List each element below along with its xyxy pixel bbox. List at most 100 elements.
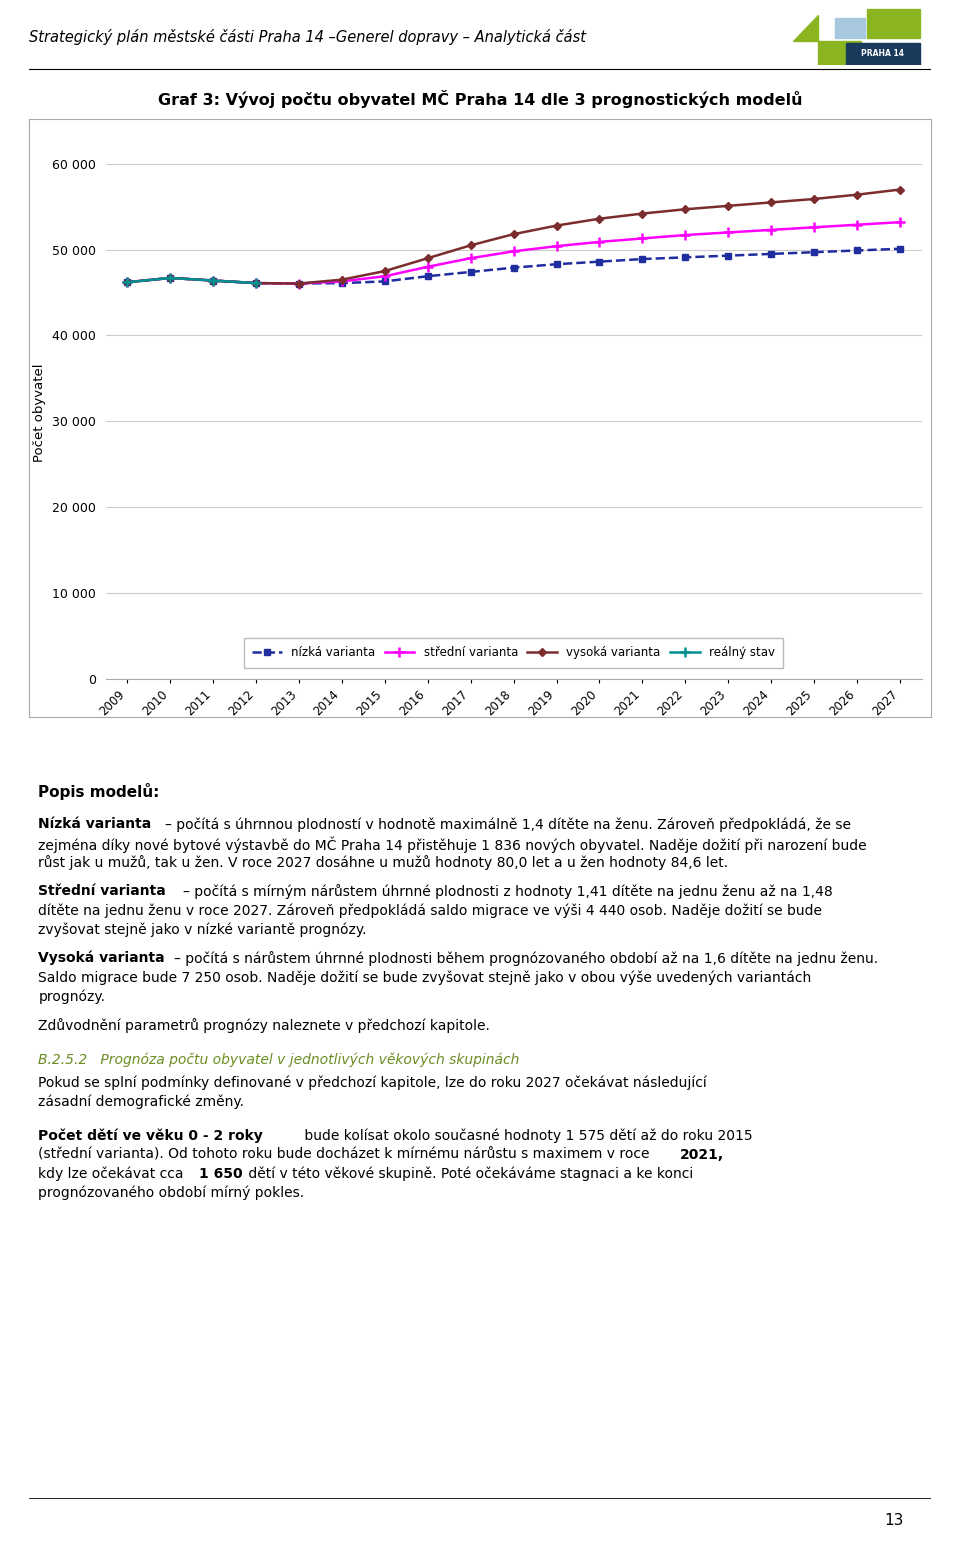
střední varianta — [765, 221, 777, 239]
vysoká varianta — [164, 268, 176, 287]
vysoká varianta — [636, 204, 648, 222]
vysoká varianta — [895, 181, 906, 199]
nízká varianta — [336, 273, 348, 292]
Text: Vysoká varianta: Vysoká varianta — [38, 950, 165, 966]
Line: nízká varianta: nízká varianta — [124, 245, 903, 287]
Text: dětí v této věkové skupině. Poté očekáváme stagnaci a ke konci: dětí v této věkové skupině. Poté očekává… — [244, 1167, 693, 1182]
nízká varianta — [379, 272, 391, 290]
střední varianta — [636, 230, 648, 248]
vysoká varianta — [336, 270, 348, 289]
Text: 13: 13 — [885, 1514, 904, 1528]
Polygon shape — [793, 15, 818, 42]
Text: – počítá s mírným nárůstem úhrnné plodnosti z hodnoty 1,41 dítěte na jednu ženu : – počítá s mírným nárůstem úhrnné plodno… — [182, 884, 832, 900]
Bar — [846, 43, 920, 65]
Text: (střední varianta). Od tohoto roku bude docházet k mírnému nárůstu s maximem v r: (střední varianta). Od tohoto roku bude … — [38, 1148, 655, 1162]
Text: – počítá s úhrnnou plodností v hodnotě maximálně 1,4 dítěte na ženu. Zároveň pře: – počítá s úhrnnou plodností v hodnotě m… — [165, 818, 851, 832]
Text: PRAHA 14: PRAHA 14 — [861, 49, 904, 59]
vysoká varianta — [251, 273, 262, 292]
střední varianta — [808, 218, 820, 236]
střední varianta — [465, 248, 476, 267]
Text: – počítá s nárůstem úhrnné plodnosti během prognózovaného období až na 1,6 dítět: – počítá s nárůstem úhrnné plodnosti běh… — [174, 950, 878, 966]
Bar — [867, 9, 920, 39]
Text: Graf 3: Vývoj počtu obyvatel MČ Praha 14 dle 3 prognostických modelů: Graf 3: Vývoj počtu obyvatel MČ Praha 14… — [157, 89, 803, 108]
Text: Popis modelů:: Popis modelů: — [38, 782, 159, 799]
reálný stav — [251, 273, 262, 292]
střední varianta — [895, 213, 906, 231]
Text: Strategický plán městské části Praha 14 –Generel dopravy – Analytická část: Strategický plán městské části Praha 14 … — [29, 29, 586, 45]
střední varianta — [593, 233, 605, 252]
střední varianta — [207, 272, 219, 290]
nízká varianta — [593, 253, 605, 272]
střední varianta — [293, 275, 304, 293]
vysoká varianta — [207, 272, 219, 290]
Y-axis label: Počet obyvatel: Počet obyvatel — [34, 364, 46, 461]
střední varianta — [121, 273, 132, 292]
vysoká varianta — [808, 190, 820, 208]
vysoká varianta — [379, 262, 391, 281]
vysoká varianta — [680, 201, 691, 219]
nízká varianta — [765, 245, 777, 264]
nízká varianta — [422, 267, 434, 285]
střední varianta — [723, 224, 734, 242]
nízká varianta — [680, 248, 691, 267]
Text: zvyšovat stejně jako v nízké variantě prognózy.: zvyšovat stejně jako v nízké variantě pr… — [38, 923, 367, 937]
Text: B.2.5.2   Prognóza počtu obyvatel v jednotlivých věkových skupinách: B.2.5.2 Prognóza počtu obyvatel v jednot… — [38, 1052, 519, 1066]
nízká varianta — [636, 250, 648, 268]
střední varianta — [379, 267, 391, 285]
Text: zásadní demografické změny.: zásadní demografické změny. — [38, 1094, 245, 1108]
vysoká varianta — [465, 236, 476, 255]
Line: střední varianta: střední varianta — [122, 218, 905, 289]
nízká varianta — [164, 268, 176, 287]
Text: bude kolísat okolo současné hodnoty 1 575 dětí až do roku 2015: bude kolísat okolo současné hodnoty 1 57… — [300, 1128, 753, 1143]
vysoká varianta — [508, 225, 519, 244]
vysoká varianta — [723, 196, 734, 214]
reálný stav — [121, 273, 132, 292]
Text: 1 650: 1 650 — [199, 1167, 243, 1180]
vysoká varianta — [121, 273, 132, 292]
Text: Saldo migrace bude 7 250 osob. Naděje dožití se bude zvyšovat stejně jako v obou: Saldo migrace bude 7 250 osob. Naděje do… — [38, 971, 811, 984]
Text: Střední varianta: Střední varianta — [38, 884, 166, 898]
Text: prognózy.: prognózy. — [38, 989, 106, 1003]
Text: Zdůvodnění parametrů prognózy naleznete v předchozí kapitole.: Zdůvodnění parametrů prognózy naleznete … — [38, 1018, 491, 1032]
vysoká varianta — [422, 248, 434, 267]
střední varianta — [422, 258, 434, 276]
nízká varianta — [895, 239, 906, 258]
Text: 2021,: 2021, — [681, 1148, 725, 1162]
nízká varianta — [508, 258, 519, 276]
vysoká varianta — [593, 210, 605, 228]
vysoká varianta — [852, 185, 863, 204]
Text: Pokud se splní podmínky definované v předchozí kapitole, lze do roku 2027 očekáv: Pokud se splní podmínky definované v pře… — [38, 1075, 708, 1089]
střední varianta — [680, 225, 691, 244]
střední varianta — [852, 216, 863, 235]
reálný stav — [164, 268, 176, 287]
reálný stav — [207, 272, 219, 290]
Text: prognózovaného období mírný pokles.: prognózovaného období mírný pokles. — [38, 1185, 304, 1200]
nízká varianta — [465, 262, 476, 281]
Text: kdy lze očekávat cca: kdy lze očekávat cca — [38, 1167, 188, 1182]
nízká varianta — [207, 272, 219, 290]
Text: dítěte na jednu ženu v roce 2027. Zároveň předpokládá saldo migrace ve výši 4 44: dítěte na jednu ženu v roce 2027. Zárove… — [38, 903, 823, 918]
Text: zejména díky nové bytové výstavbě do MČ Praha 14 přistěhuje 1 836 nových obyvate: zejména díky nové bytové výstavbě do MČ … — [38, 836, 867, 853]
nízká varianta — [121, 273, 132, 292]
Legend: nízká varianta, střední varianta, vysoká varianta, reálný stav: nízká varianta, střední varianta, vysoká… — [244, 639, 783, 668]
Bar — [818, 42, 860, 65]
nízká varianta — [723, 247, 734, 265]
Text: Nízká varianta: Nízká varianta — [38, 818, 152, 832]
Bar — [835, 19, 865, 39]
nízká varianta — [808, 242, 820, 261]
nízká varianta — [293, 275, 304, 293]
střední varianta — [551, 238, 563, 256]
střední varianta — [251, 273, 262, 292]
střední varianta — [164, 268, 176, 287]
vysoká varianta — [293, 275, 304, 293]
Line: reálný stav: reálný stav — [122, 273, 261, 289]
vysoká varianta — [551, 216, 563, 235]
Line: vysoká varianta: vysoká varianta — [124, 187, 903, 287]
Text: Počet dětí ve věku 0 - 2 roky: Počet dětí ve věku 0 - 2 roky — [38, 1128, 263, 1143]
střední varianta — [336, 272, 348, 290]
vysoká varianta — [765, 193, 777, 211]
nízká varianta — [251, 273, 262, 292]
nízká varianta — [551, 255, 563, 273]
nízká varianta — [852, 241, 863, 259]
střední varianta — [508, 242, 519, 261]
